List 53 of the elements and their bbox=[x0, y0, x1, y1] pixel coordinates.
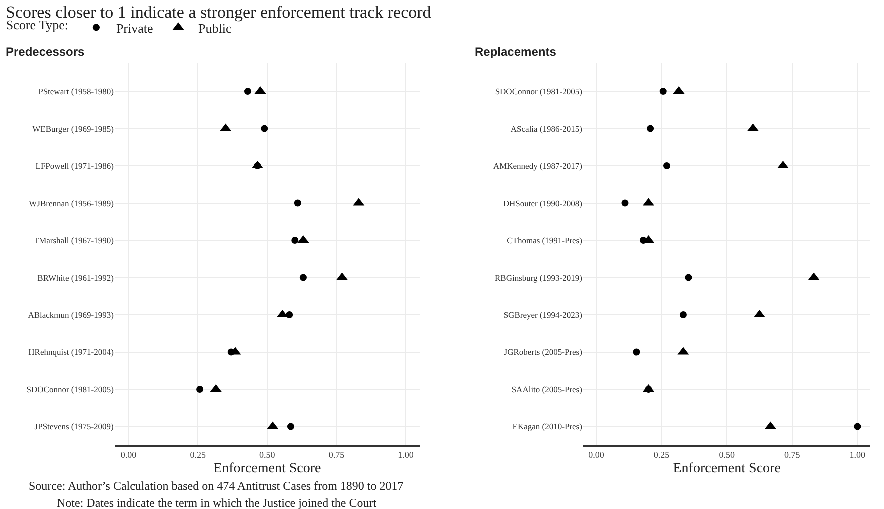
y-tick-label: ABlackmun (1969-1993) bbox=[28, 310, 114, 320]
point bbox=[664, 162, 671, 170]
x-axis-title: Enforcement Score bbox=[673, 462, 781, 477]
y-tick-label: BRWhite (1961-1992) bbox=[38, 272, 114, 283]
y-tick-label: CThomas (1991-Pres) bbox=[507, 236, 583, 246]
point bbox=[286, 312, 294, 319]
y-tick-label: WJBrennan (1956-1989) bbox=[29, 198, 114, 208]
source-note: Source: Author’s Calculation based on 474 Antitrust Cases from 1890 to 2017 bbox=[29, 479, 404, 493]
x-tick-label: 0.75 bbox=[328, 450, 346, 460]
point bbox=[300, 274, 307, 282]
y-tick-label: SGBreyer (1994-2023) bbox=[504, 310, 583, 320]
chart-subtitle: Replacements bbox=[475, 45, 557, 59]
point bbox=[244, 88, 252, 96]
point bbox=[633, 348, 640, 356]
point bbox=[685, 274, 692, 282]
point bbox=[287, 423, 294, 430]
point bbox=[292, 237, 299, 244]
y-tick-label: SDOConnor (1981-2005) bbox=[26, 384, 114, 394]
x-tick-label: 0.25 bbox=[190, 450, 206, 460]
y-tick-label: SDOConnor (1981-2005) bbox=[495, 86, 583, 97]
x-tick-label: 0.00 bbox=[120, 450, 138, 460]
x-tick-label: 1.00 bbox=[850, 450, 866, 460]
x-tick-label: 0.75 bbox=[784, 450, 801, 460]
y-tick-label: EKagan (2010-Pres) bbox=[512, 422, 583, 432]
y-tick-label: AMKennedy (1987-2017) bbox=[493, 161, 583, 172]
point bbox=[622, 200, 629, 207]
x-tick-label: 0.00 bbox=[588, 450, 605, 460]
point bbox=[660, 88, 667, 96]
x-tick-label: 0.50 bbox=[719, 450, 736, 460]
point bbox=[294, 200, 302, 207]
y-tick-label: DHSouter (1990-2008) bbox=[503, 198, 583, 208]
x-tick-label: 0.50 bbox=[260, 450, 276, 460]
x-tick-label: 0.25 bbox=[654, 450, 670, 460]
y-tick-label: RBGinsburg (1993-2019) bbox=[494, 272, 583, 283]
point bbox=[196, 386, 204, 393]
legend-label: Public bbox=[198, 20, 232, 36]
point bbox=[680, 312, 687, 319]
y-tick-label: AScalia (1986-2015) bbox=[510, 124, 583, 134]
point bbox=[647, 125, 654, 132]
point bbox=[261, 125, 268, 132]
point bbox=[854, 423, 862, 430]
y-tick-label: JGRoberts (2005-Pres) bbox=[504, 347, 583, 358]
y-tick-label: WEBurger (1969-1985) bbox=[32, 124, 114, 134]
y-tick-label: SAAlito (2005-Pres) bbox=[512, 384, 583, 394]
x-tick-label: 1.00 bbox=[398, 450, 414, 460]
y-tick-label: PStewart (1958-1980) bbox=[38, 86, 114, 97]
chart-subtitle: Predecessors bbox=[6, 45, 86, 59]
y-tick-label: HRehnquist (1971-2004) bbox=[28, 347, 114, 358]
y-tick-label: JPStevens (1975-2009) bbox=[34, 422, 114, 432]
y-tick-label: TMarshall (1967-1990) bbox=[34, 236, 114, 246]
legend-label: Private bbox=[116, 20, 154, 36]
y-tick-label: LFPowell (1971-1986) bbox=[36, 161, 114, 172]
x-axis-title: Enforcement Score bbox=[214, 462, 322, 477]
